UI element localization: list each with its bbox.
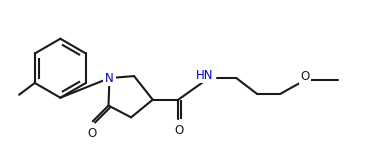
Text: O: O [87, 127, 96, 140]
Text: O: O [175, 124, 184, 137]
Text: N: N [105, 72, 114, 85]
Text: HN: HN [196, 69, 214, 82]
Text: O: O [300, 70, 310, 83]
